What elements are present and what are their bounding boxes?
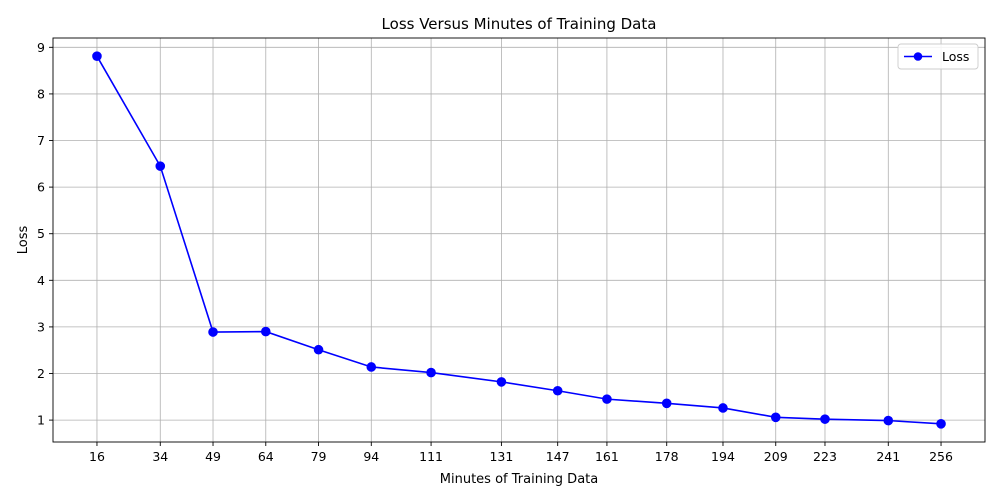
x-tick-label: 256 — [929, 449, 953, 464]
x-tick-label: 131 — [489, 449, 513, 464]
data-point — [883, 415, 894, 426]
axes-layer: 16 34 49 64 79 94 111 131 147 161 178 194 209 223 241 2… — [37, 37, 986, 464]
legend-marker-swatch — [913, 52, 923, 61]
x-tick-label: 34 — [152, 449, 168, 464]
data-layer — [92, 51, 946, 429]
legend-box — [897, 43, 979, 70]
y-tick-label: 4 — [37, 273, 45, 288]
y-tick-label: 8 — [37, 86, 45, 101]
y-axis-label: Loss — [16, 226, 31, 255]
x-axis-label: Minutes of Training Data — [440, 472, 598, 487]
x-tick-label: 111 — [419, 449, 443, 464]
y-tick-label: 1 — [37, 413, 45, 428]
data-point — [936, 419, 946, 429]
data-point — [260, 326, 271, 337]
y-tick-label: 5 — [37, 226, 45, 241]
data-point — [661, 398, 672, 409]
x-tick-label: 241 — [876, 449, 900, 464]
data-point — [426, 367, 436, 378]
data-point — [820, 414, 830, 424]
data-point — [718, 403, 728, 413]
x-tick-label: 94 — [363, 449, 379, 464]
x-tick-label: 64 — [258, 449, 274, 464]
data-point — [602, 394, 612, 404]
x-tick-label: 178 — [655, 449, 679, 464]
data-point — [366, 362, 377, 372]
x-tick-label: 161 — [595, 449, 619, 464]
chart-title: Loss Versus Minutes of Training Data — [382, 15, 657, 33]
data-point — [155, 161, 166, 171]
x-tick-label: 147 — [546, 449, 570, 464]
legend: Loss — [897, 43, 979, 70]
data-point — [552, 385, 563, 396]
x-tick-label: 223 — [813, 449, 837, 464]
y-tick-label: 6 — [37, 180, 45, 195]
data-point — [770, 412, 781, 423]
x-tick-label: 194 — [711, 449, 735, 464]
data-point — [92, 51, 102, 61]
y-tick-label: 7 — [37, 133, 45, 148]
x-tick-label: 79 — [311, 449, 327, 464]
data-point — [208, 327, 218, 337]
series-line-loss — [96, 55, 942, 425]
grid-layer — [53, 38, 985, 442]
x-tick-label: 209 — [764, 449, 788, 464]
plot-frame — [52, 37, 986, 443]
y-tick-label: 9 — [37, 40, 45, 55]
data-point — [313, 344, 324, 355]
y-tick-label: 3 — [37, 319, 45, 334]
y-tick-label: 2 — [37, 366, 45, 381]
data-point — [496, 377, 507, 387]
legend-label: Loss — [942, 49, 969, 64]
x-tick-label: 49 — [205, 449, 221, 464]
x-tick-label: 16 — [89, 449, 105, 464]
